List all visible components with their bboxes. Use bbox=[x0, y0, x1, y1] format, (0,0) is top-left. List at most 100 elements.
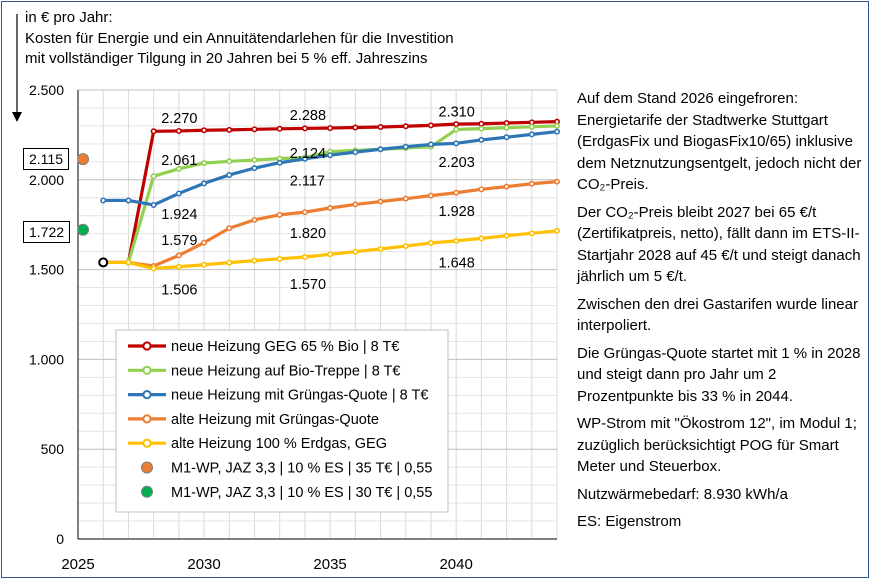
series-marker-1 bbox=[150, 173, 157, 180]
series-marker-2 bbox=[402, 143, 409, 150]
series-marker-3 bbox=[251, 216, 258, 223]
series-marker-4 bbox=[201, 261, 208, 268]
legend: neue Heizung GEG 65 % Bio | 8 T€ neue Hei… bbox=[115, 329, 449, 513]
series-marker-2 bbox=[503, 134, 510, 141]
series-lines bbox=[77, 118, 560, 272]
series-marker-0 bbox=[301, 125, 308, 132]
series-marker-3 bbox=[503, 183, 510, 190]
series-marker-4 bbox=[478, 235, 485, 242]
series-marker-0 bbox=[427, 122, 434, 129]
series-marker-2 bbox=[150, 201, 157, 208]
y-tick-label: 0 bbox=[56, 531, 64, 547]
series-marker-4 bbox=[301, 254, 308, 261]
point-label-ohp-30: 1.722 bbox=[23, 221, 71, 243]
series-marker-3 bbox=[352, 201, 359, 208]
series-marker-4 bbox=[125, 259, 132, 266]
series-marker-1 bbox=[528, 123, 535, 130]
legend-label-0: neue Heizung GEG 65 % Bio | 8 T€ bbox=[171, 339, 399, 355]
x-tick-label: 2030 bbox=[187, 556, 220, 573]
series-marker-0 bbox=[503, 120, 510, 127]
legend-label-1: neue Heizung auf Bio-Treppe | 8 T€ bbox=[171, 363, 400, 379]
series-marker-0 bbox=[402, 123, 409, 130]
series-marker-0 bbox=[226, 126, 233, 133]
series-marker-1 bbox=[503, 124, 510, 131]
x-tick-label: 2025 bbox=[61, 556, 94, 573]
chart-header: in € pro Jahr: Kosten für Energie und ei… bbox=[25, 8, 454, 70]
series-marker-2 bbox=[125, 197, 132, 204]
data-label: 2.124 bbox=[290, 146, 326, 162]
series-marker-3 bbox=[327, 204, 334, 211]
series-marker-1 bbox=[553, 122, 560, 129]
note-wp-strom: WP-Strom mit "Ökostrom 12", im Modul 1; … bbox=[577, 415, 857, 475]
series-marker-4 bbox=[427, 240, 434, 247]
series-marker-2 bbox=[377, 146, 384, 153]
series-marker-3 bbox=[377, 198, 384, 205]
series-marker-0 bbox=[478, 120, 485, 127]
point-label-ohp-35: 2.115 bbox=[23, 148, 69, 170]
note-co2: Der CO₂-Preis bleibt 2027 bei 65 €/t (Ze… bbox=[577, 203, 861, 286]
series-marker-3 bbox=[276, 211, 283, 218]
legend-marker-1 bbox=[142, 365, 152, 375]
legend-marker-3 bbox=[142, 414, 152, 424]
data-label: 2.203 bbox=[439, 155, 475, 171]
header-line-1: Kosten für Energie und ein Annuitätendar… bbox=[25, 29, 454, 47]
series-marker-0 bbox=[377, 123, 384, 130]
series-marker-2 bbox=[226, 171, 233, 178]
series-marker-3 bbox=[528, 180, 535, 187]
series-marker-0 bbox=[352, 124, 359, 131]
data-label: 2.117 bbox=[290, 174, 325, 190]
header-line-2: mit vollständiger Tilgung in 20 Jahren b… bbox=[25, 50, 428, 67]
y-direction-arrowhead bbox=[12, 112, 22, 122]
data-label: 1.570 bbox=[290, 277, 326, 293]
legend-point-label-0: M1-WP, JAZ 3,3 | 10 % ES | 35 T€ | 0,55 bbox=[171, 461, 432, 477]
note-interpolation: Zwischen den drei Gastarifen wurde linea… bbox=[577, 295, 858, 335]
series-marker-3 bbox=[553, 178, 560, 185]
legend-label-2: neue Heizung mit Grüngas-Quote | 8 T€ bbox=[171, 388, 428, 404]
series-marker-3 bbox=[226, 225, 233, 232]
series-marker-0 bbox=[327, 125, 334, 132]
series-marker-2 bbox=[453, 140, 460, 147]
series-marker-3 bbox=[478, 186, 485, 193]
legend-marker-2 bbox=[142, 390, 152, 400]
series-marker-2 bbox=[352, 149, 359, 156]
note-nutzwaerme: Nutzwärmebedarf: 8.930 kWh/a bbox=[577, 485, 788, 503]
data-label: 1.928 bbox=[439, 204, 475, 220]
x-tick-label: 2040 bbox=[439, 556, 472, 573]
data-label: 1.820 bbox=[290, 226, 326, 242]
series-marker-0 bbox=[276, 125, 283, 132]
series-marker-0 bbox=[150, 128, 157, 135]
series-marker-2 bbox=[478, 136, 485, 143]
series-marker-4 bbox=[226, 259, 233, 266]
y-tick-label: 1.500 bbox=[29, 262, 64, 278]
data-label: 2.288 bbox=[290, 108, 326, 124]
legend-label-3: alte Heizung mit Grüngas-Quote bbox=[171, 412, 379, 428]
series-marker-2 bbox=[201, 180, 208, 187]
series-marker-0 bbox=[453, 121, 460, 128]
series-marker-4 bbox=[553, 227, 560, 234]
series-marker-2 bbox=[276, 159, 283, 166]
series-marker-4 bbox=[528, 230, 535, 237]
data-label: 2.310 bbox=[439, 105, 475, 121]
legend-box bbox=[115, 329, 449, 513]
series-marker-2 bbox=[100, 197, 107, 204]
legend-point-marker-1 bbox=[141, 485, 153, 498]
series-marker-1 bbox=[201, 160, 208, 167]
series-marker-1 bbox=[226, 158, 233, 165]
series-marker-4 bbox=[327, 251, 334, 258]
series-marker-2 bbox=[301, 155, 308, 162]
series-marker-1 bbox=[453, 126, 460, 133]
series-marker-4 bbox=[150, 265, 157, 272]
axes: 0 500 1.000 1.500 2.000 2.500 2025 2030 2035 2040 bbox=[12, 14, 557, 573]
legend-marker-0 bbox=[142, 341, 152, 351]
series-marker-3 bbox=[301, 209, 308, 216]
series-marker-4 bbox=[377, 245, 384, 252]
series-marker-0 bbox=[201, 127, 208, 134]
start-point-marker bbox=[98, 257, 109, 268]
note-es: ES: Eigenstrom bbox=[577, 513, 682, 530]
series-marker-2 bbox=[528, 131, 535, 138]
series-marker-2 bbox=[175, 190, 182, 197]
legend-label-4: alte Heizung 100 % Erdgas, GEG bbox=[171, 436, 387, 452]
header-unit: in € pro Jahr: bbox=[25, 9, 113, 26]
y-tick-label: 2.000 bbox=[29, 172, 64, 188]
series-marker-2 bbox=[553, 128, 560, 135]
